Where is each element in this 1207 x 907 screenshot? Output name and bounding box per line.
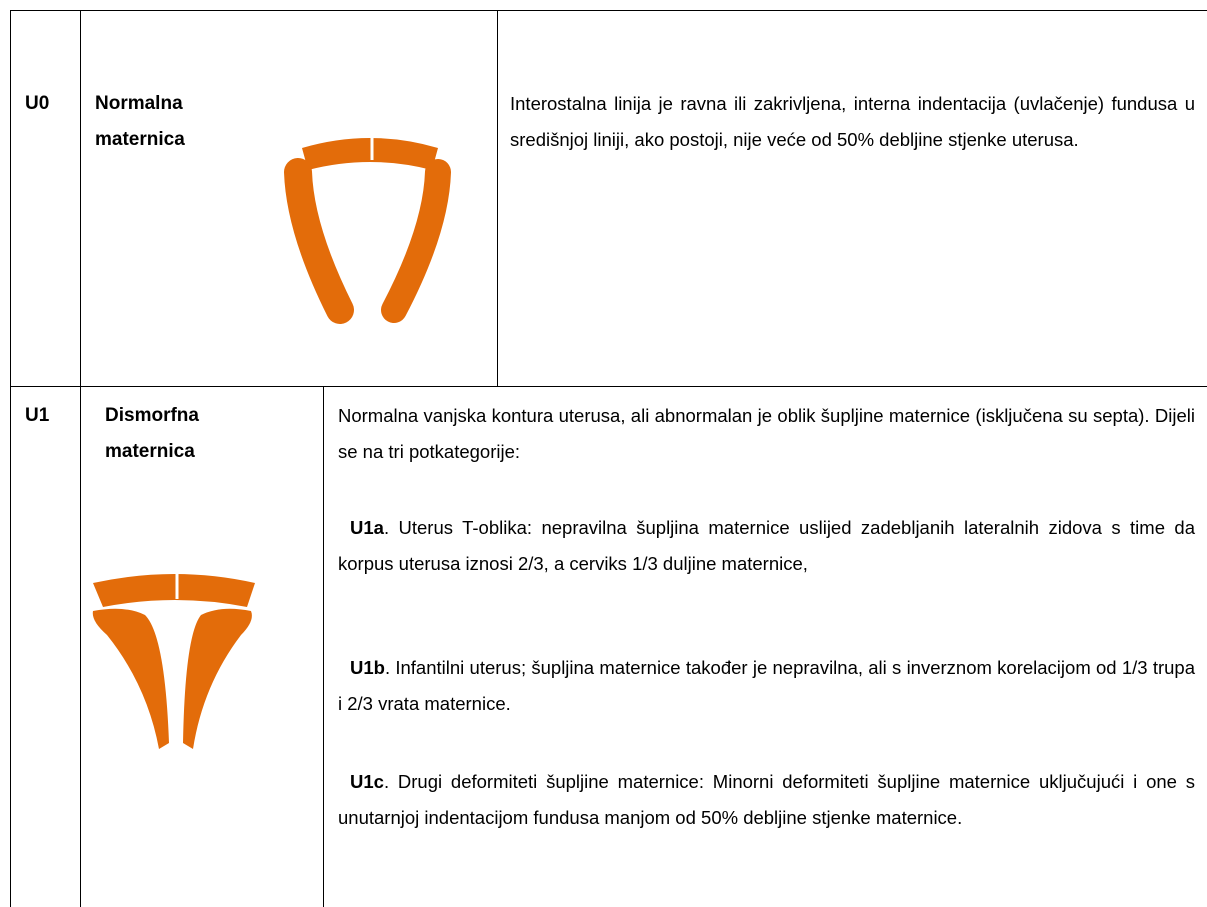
- description: Interostalna linija je ravna ili zakrivl…: [510, 93, 1195, 150]
- subcategory: U1c. Drugi deformiteti šupljine maternic…: [338, 764, 1195, 836]
- row-code: U1: [25, 405, 50, 426]
- subcategory: U1b. Infantilni uterus; šupljina materni…: [338, 650, 1195, 722]
- column-divider: [323, 386, 324, 907]
- row-name: Dismorfna maternica: [105, 405, 199, 462]
- row-code: U0: [25, 93, 50, 114]
- subcategory-text: . Drugi deformiteti šupljine maternice: …: [338, 771, 1195, 828]
- row-name: Normalna maternica: [95, 93, 185, 150]
- description: Normalna vanjska kontura uterusa, ali ab…: [338, 405, 1195, 462]
- border-top: [10, 10, 1207, 11]
- subcategory: U1a. Uterus T-oblika: nepravilna šupljin…: [338, 510, 1195, 582]
- subcategory-text: . Uterus T-oblika: nepravilna šupljina m…: [338, 517, 1195, 574]
- column-divider: [80, 10, 81, 907]
- row-divider: [10, 386, 1207, 387]
- column-divider: [497, 10, 498, 386]
- uterus-icon: [284, 136, 451, 324]
- subcategory-code: U1b: [350, 657, 385, 678]
- uterus-icon: [92, 573, 255, 749]
- border-left: [10, 10, 11, 907]
- subcategory-text: . Infantilni uterus; šupljina maternice …: [338, 657, 1195, 714]
- subcategory-code: U1c: [350, 771, 384, 792]
- subcategory-code: U1a: [350, 517, 384, 538]
